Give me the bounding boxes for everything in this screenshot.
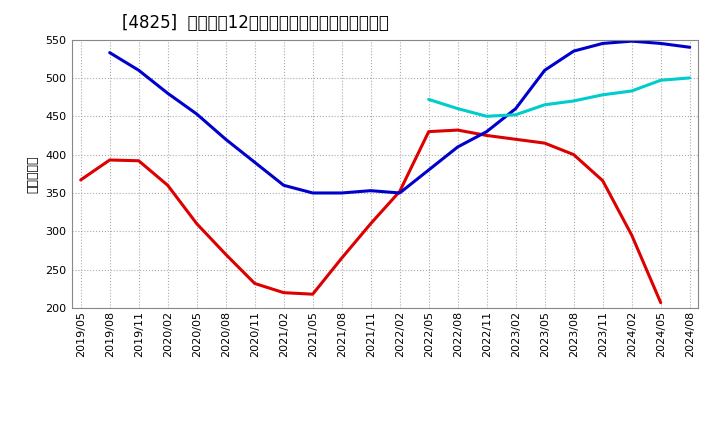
3年 bbox=[598, 178, 607, 183]
5年 bbox=[685, 44, 694, 50]
3年 bbox=[251, 281, 259, 286]
5年 bbox=[424, 167, 433, 172]
3年 bbox=[192, 221, 201, 226]
5年 bbox=[598, 41, 607, 46]
Line: 3年: 3年 bbox=[81, 130, 661, 303]
5年 bbox=[135, 68, 143, 73]
3年 bbox=[454, 128, 462, 133]
3年 bbox=[163, 183, 172, 188]
5年 bbox=[308, 191, 317, 196]
7年 bbox=[541, 102, 549, 107]
7年 bbox=[657, 77, 665, 83]
Line: 5年: 5年 bbox=[109, 41, 690, 193]
5年 bbox=[570, 48, 578, 54]
5年 bbox=[395, 191, 404, 196]
5年 bbox=[454, 144, 462, 150]
Y-axis label: （百万円）: （百万円） bbox=[27, 155, 40, 193]
3年 bbox=[338, 256, 346, 261]
Text: [4825]  経常利益12か月移動合計の標準偏差の推移: [4825] 経常利益12か月移動合計の標準偏差の推移 bbox=[122, 15, 389, 33]
7年 bbox=[627, 88, 636, 94]
3年 bbox=[570, 152, 578, 157]
5年 bbox=[163, 91, 172, 96]
Line: 7年: 7年 bbox=[428, 78, 690, 116]
5年 bbox=[105, 50, 114, 55]
5年 bbox=[221, 137, 230, 142]
7年 bbox=[685, 75, 694, 81]
3年 bbox=[135, 158, 143, 163]
3年 bbox=[279, 290, 288, 295]
3年 bbox=[366, 221, 375, 226]
5年 bbox=[338, 191, 346, 196]
5年 bbox=[627, 38, 636, 44]
7年 bbox=[482, 114, 491, 119]
3年 bbox=[424, 129, 433, 134]
5年 bbox=[366, 188, 375, 193]
3年 bbox=[105, 158, 114, 163]
3年 bbox=[657, 300, 665, 305]
5年 bbox=[482, 129, 491, 134]
5年 bbox=[541, 68, 549, 73]
5年 bbox=[251, 160, 259, 165]
3年 bbox=[511, 137, 520, 142]
5年 bbox=[279, 183, 288, 188]
7年 bbox=[598, 92, 607, 97]
3年 bbox=[395, 189, 404, 194]
3年 bbox=[221, 252, 230, 257]
5年 bbox=[511, 106, 520, 111]
7年 bbox=[424, 97, 433, 102]
3年 bbox=[308, 292, 317, 297]
7年 bbox=[454, 106, 462, 111]
5年 bbox=[657, 41, 665, 46]
3年 bbox=[627, 232, 636, 238]
5年 bbox=[192, 111, 201, 117]
3年 bbox=[482, 133, 491, 138]
3年 bbox=[76, 177, 85, 183]
7年 bbox=[511, 112, 520, 117]
Legend: 3年, 5年, 7年, 10年: 3年, 5年, 7年, 10年 bbox=[197, 437, 573, 440]
7年 bbox=[570, 98, 578, 103]
3年 bbox=[541, 140, 549, 146]
